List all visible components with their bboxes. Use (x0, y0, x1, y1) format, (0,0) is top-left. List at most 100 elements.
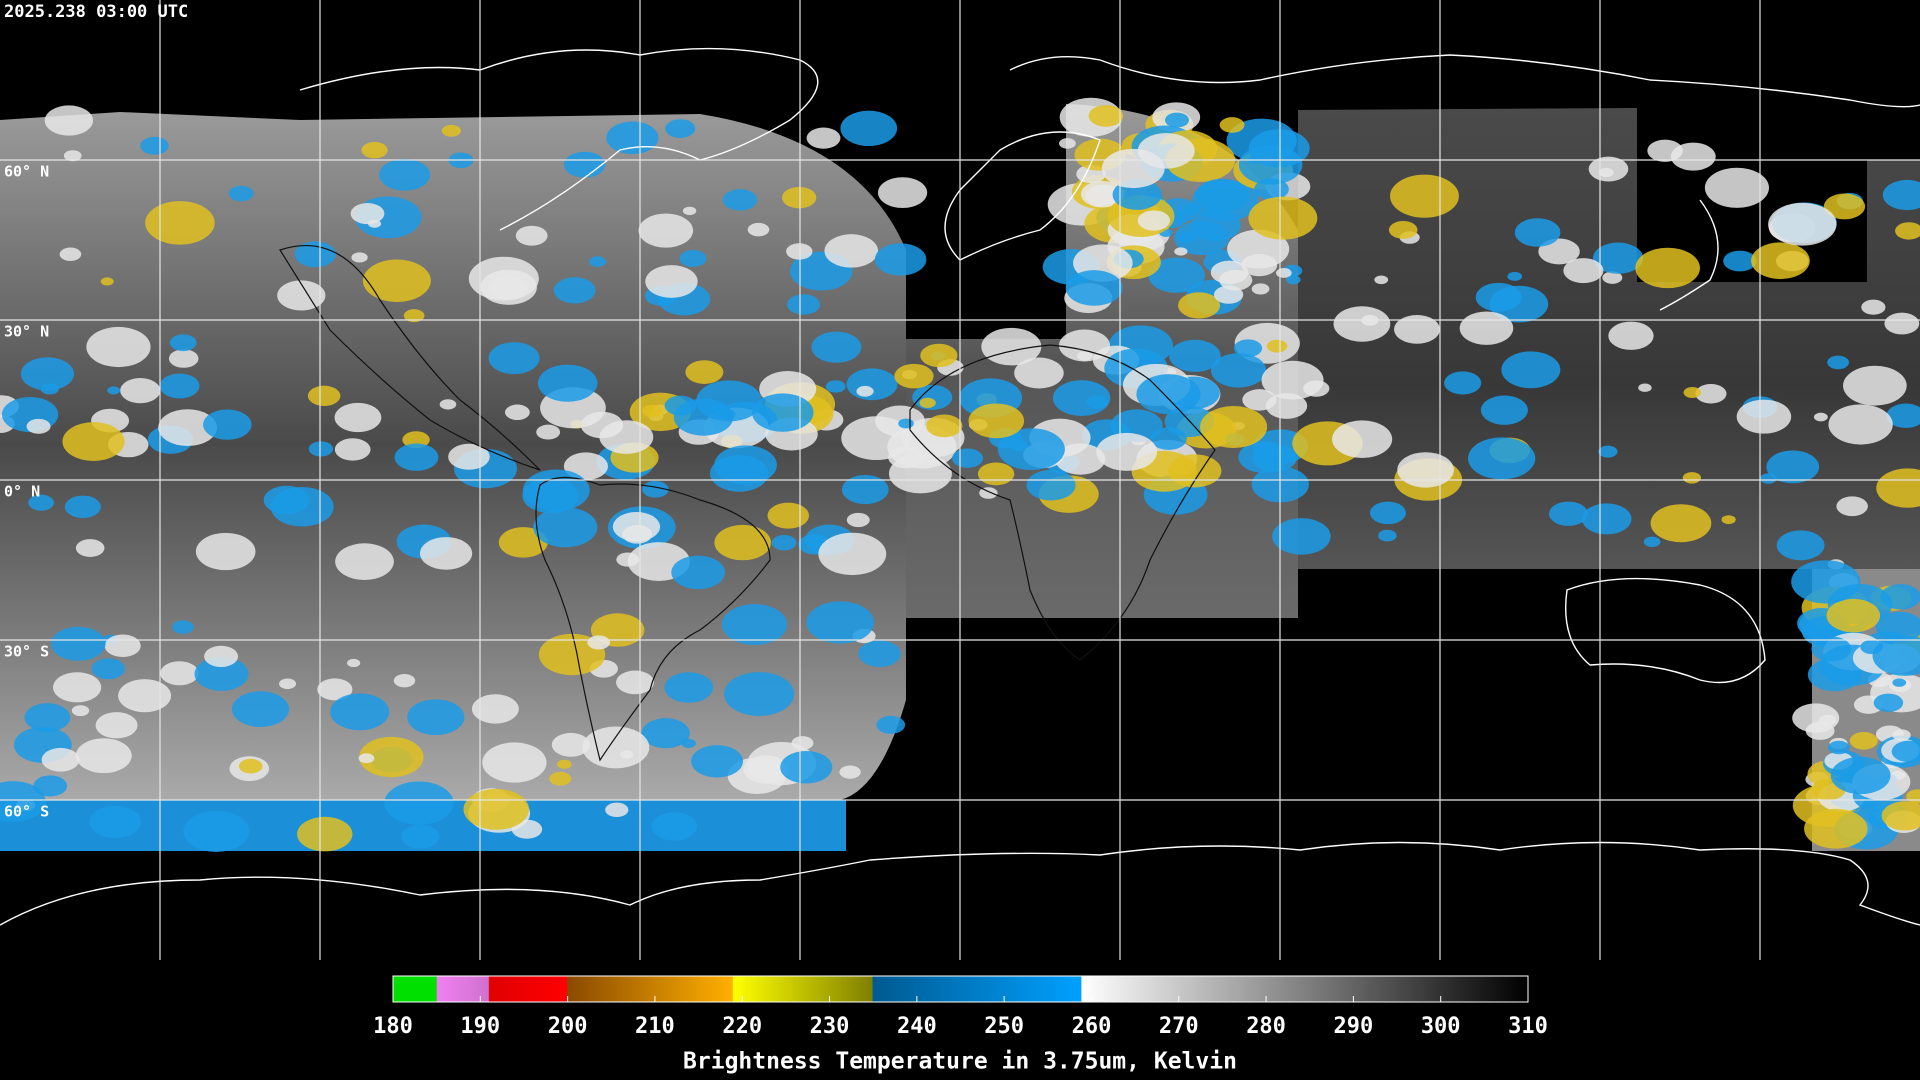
cloud (448, 443, 490, 470)
cloud (307, 385, 341, 407)
north-america-west (279, 245, 541, 471)
cloud (498, 527, 548, 558)
cloud (335, 543, 394, 580)
cloud (840, 110, 898, 147)
cloud (1826, 598, 1881, 633)
cloud (40, 383, 59, 395)
cloud (118, 679, 172, 713)
cloud (977, 462, 1015, 486)
cloud (979, 487, 998, 499)
cloud (1459, 311, 1514, 345)
cloud (1635, 247, 1700, 289)
cloud (168, 349, 199, 368)
cloud (351, 252, 368, 263)
colorbar-tick-label: 280 (1246, 1014, 1286, 1039)
cloud (1101, 148, 1165, 189)
cloud (1468, 437, 1536, 480)
cloud (782, 186, 817, 209)
cloud (515, 225, 548, 246)
cloud (1886, 403, 1920, 428)
cloud (334, 402, 382, 433)
cloud (1721, 515, 1736, 525)
cloud (51, 626, 106, 661)
cloud (238, 758, 263, 774)
cloud (1164, 112, 1189, 128)
cloud (107, 386, 121, 395)
cloud (1592, 242, 1644, 274)
cloud (330, 693, 390, 731)
cloud (533, 507, 598, 548)
cloud (1233, 339, 1263, 358)
cloud (1751, 242, 1810, 280)
cloud (24, 703, 71, 732)
cloud (1827, 355, 1850, 370)
colorbar-tick-label: 290 (1334, 1014, 1374, 1039)
cloud (1791, 560, 1861, 604)
cloud (874, 243, 927, 276)
lat-label: 0° N (4, 483, 40, 501)
cloud (622, 524, 653, 544)
cloud (767, 502, 810, 529)
cloud (811, 331, 862, 363)
cloud (358, 753, 375, 764)
cloud (839, 765, 861, 779)
cloud (317, 678, 353, 701)
cloud (195, 532, 256, 571)
cloud (183, 810, 250, 852)
cloud (1275, 268, 1292, 278)
cloud (1332, 420, 1393, 459)
cloud (752, 393, 814, 432)
cloud (441, 124, 461, 137)
colorbar-tick-label: 310 (1508, 1014, 1548, 1039)
cloud (62, 422, 125, 461)
cloud (504, 404, 530, 421)
cloud (1378, 529, 1397, 542)
cloud (160, 661, 199, 686)
cloud (379, 158, 431, 191)
cloud (158, 409, 218, 447)
colorbar-axis: 180 190 200 210 220 230 240 250 260 270 280 290 300 3… (373, 996, 1548, 1039)
australia (1564, 577, 1766, 684)
cloud (1881, 801, 1920, 831)
cloud (1836, 496, 1868, 517)
cloud (394, 443, 439, 471)
cloud (270, 487, 334, 527)
cloud (86, 326, 151, 368)
cloud (1650, 504, 1712, 543)
cloud (0, 781, 46, 822)
cloud (308, 441, 334, 457)
cloud (59, 247, 82, 262)
cloud (1873, 693, 1904, 713)
cloud (1884, 312, 1920, 335)
cloud (204, 645, 239, 668)
cloud (1598, 167, 1614, 178)
cloud (1137, 210, 1171, 231)
cloud (1200, 406, 1268, 449)
cloud (1148, 257, 1206, 293)
latitude-labels: 60° N 30° N 0° N 30° S 60° S (4, 163, 49, 821)
cloud (841, 474, 889, 505)
cloud (104, 634, 141, 658)
cloud (952, 448, 984, 468)
cloud (1210, 353, 1267, 388)
cloud (1695, 384, 1727, 404)
cloud (1830, 756, 1891, 795)
cloud (1052, 380, 1111, 416)
cloud (194, 657, 249, 691)
colorbar-tick-label: 190 (460, 1014, 500, 1039)
cloud (1238, 144, 1303, 185)
cloud (1861, 299, 1886, 315)
cloud (664, 672, 714, 703)
cloud (537, 364, 598, 402)
cloud (553, 277, 596, 304)
cloud (100, 277, 114, 286)
cloud (679, 250, 707, 267)
cloud (1251, 283, 1270, 295)
cloud (605, 802, 629, 818)
cloud (393, 673, 416, 688)
cloud (471, 694, 519, 724)
cloud (1828, 404, 1893, 445)
cloud (362, 259, 431, 302)
cloud (1608, 321, 1654, 350)
cloud (468, 256, 539, 301)
